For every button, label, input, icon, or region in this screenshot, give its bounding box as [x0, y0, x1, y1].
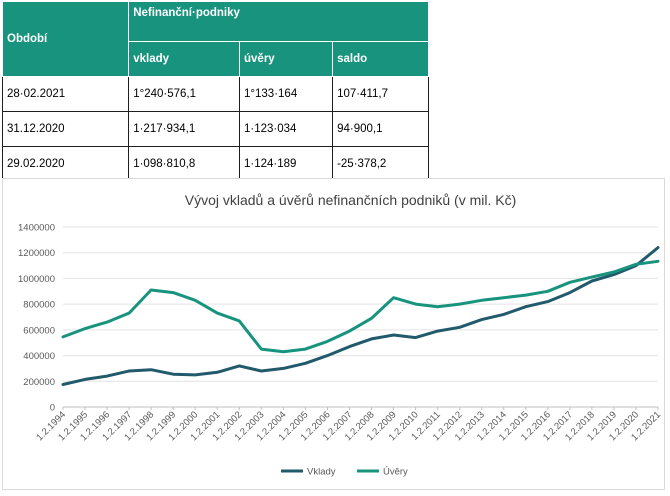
legend-label-uvery: Úvěry	[383, 467, 408, 478]
table-row: 29.02.2020 1·098·810,8 1·124·189 -25·378…	[1, 146, 429, 182]
row-saldo: 107·411,7	[332, 76, 429, 112]
row-period: 31.12.2020	[1, 111, 130, 147]
header-group: Nefinanční·podniky	[128, 1, 429, 42]
row-vklady: 1·098·810,8	[128, 146, 241, 182]
row-uvery: 1·124·189	[239, 146, 334, 182]
y-tick-label: 1400000	[18, 223, 55, 234]
row-saldo: -25·378,2	[332, 146, 429, 182]
header-saldo: saldo	[332, 41, 429, 77]
series-line-uvery	[61, 259, 660, 354]
row-vklady: 1°240·576,1	[128, 76, 241, 112]
row-period: 28·02.2021	[1, 76, 130, 112]
row-uvery: 1°133·164	[239, 76, 334, 112]
line-chart: Vývoj vkladů a úvěrů nefinančních podnik…	[18, 192, 663, 478]
y-tick-label: 800000	[23, 300, 55, 311]
row-vklady: 1·217·934,1	[128, 111, 241, 147]
y-tick-label: 1000000	[18, 274, 55, 285]
y-tick-label: 0	[50, 403, 55, 414]
row-saldo: 94·900,1	[332, 111, 429, 147]
y-tick-label: 400000	[23, 351, 55, 362]
series-line-vklady	[61, 246, 660, 386]
deposits-loans-table: Období Nefinanční·podniky vklady úvěry s…	[1, 1, 429, 182]
row-uvery: 1·123·034	[239, 111, 334, 147]
header-uvery: úvěry	[239, 41, 334, 77]
header-period: Období	[1, 1, 130, 77]
chart-title: Vývoj vkladů a úvěrů nefinančních podnik…	[185, 192, 517, 208]
y-tick-label: 200000	[23, 377, 55, 388]
y-tick-label: 1200000	[18, 248, 55, 259]
row-period: 29.02.2020	[1, 146, 130, 182]
legend-label-vklady: Vklady	[307, 467, 336, 478]
table-row: 28·02.2021 1°240·576,1 1°133·164 107·411…	[1, 76, 429, 112]
table-header-row: Období Nefinanční·podniky	[1, 1, 429, 77]
table-subheader-row: vklady úvěry saldo	[3, 41, 429, 77]
y-tick-label: 600000	[23, 325, 55, 336]
table-row: 31.12.2020 1·217·934,1 1·123·034 94·900,…	[1, 111, 429, 147]
chart-frame: Vývoj vkladů a úvěrů nefinančních podnik…	[2, 178, 665, 490]
header-vklady: vklady	[128, 41, 241, 77]
